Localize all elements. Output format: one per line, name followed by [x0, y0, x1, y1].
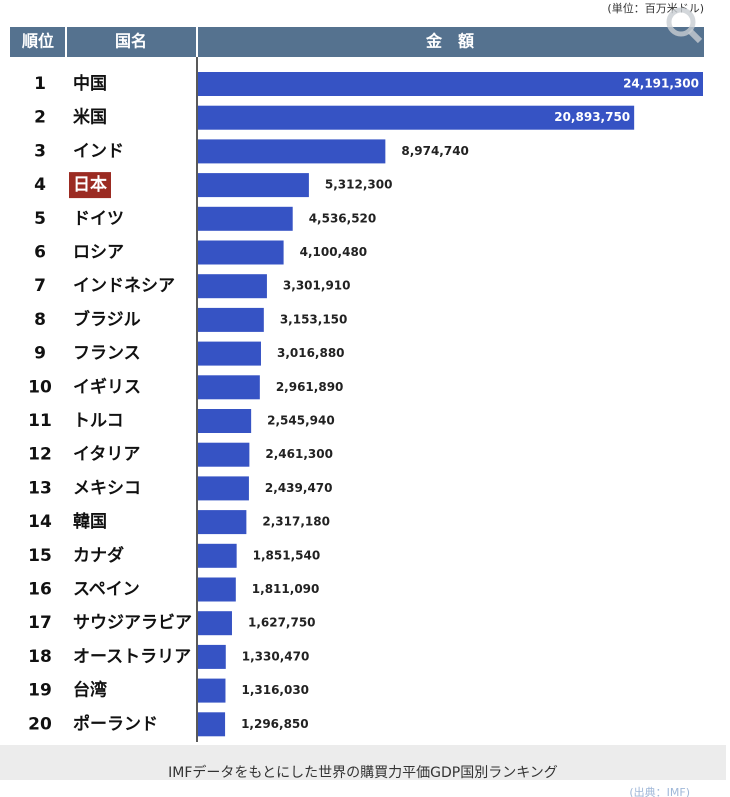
country-name: ポーランド: [73, 713, 158, 734]
country-name: ロシア: [73, 243, 124, 263]
rank: 18: [28, 647, 52, 667]
country-name: オーストラリア: [73, 647, 191, 667]
value-label: 5,312,300: [325, 178, 393, 192]
rank: 5: [34, 209, 46, 229]
bar: [198, 105, 635, 130]
value-label: 3,016,880: [277, 346, 345, 360]
bar: [198, 442, 250, 467]
country-name: スペイン: [73, 580, 140, 600]
value-label: 2,439,470: [265, 481, 333, 495]
country-name: メキシコ: [73, 478, 141, 498]
value-label: 4,100,480: [300, 245, 368, 259]
header-amount: 金 額: [425, 32, 474, 51]
country-name: 日本: [73, 174, 107, 195]
rank: 17: [28, 613, 52, 633]
country-name: ドイツ: [73, 209, 124, 229]
bar: [198, 611, 232, 636]
value-label: 3,153,150: [280, 312, 348, 326]
rank: 2: [34, 108, 46, 128]
header-rank: 順位: [21, 32, 54, 51]
search-icon[interactable]: [666, 7, 696, 37]
rank: 4: [34, 175, 46, 195]
country-name: 中国: [73, 73, 107, 94]
header-country: 国名: [115, 32, 147, 51]
value-label: 24,191,300: [623, 77, 699, 91]
rank: 19: [28, 681, 52, 701]
bar: [198, 577, 236, 602]
value-label: 1,330,470: [242, 649, 310, 663]
caption: IMFデータをもとにした世界の購買力平価GDP国別ランキング: [168, 764, 558, 781]
bar: [198, 375, 260, 400]
rank: 10: [28, 377, 52, 397]
value-label: 20,893,750: [554, 110, 630, 124]
value-label: 3,301,910: [283, 279, 351, 293]
value-label: 1,851,540: [253, 548, 321, 562]
bar: [198, 712, 226, 737]
bar: [198, 543, 237, 568]
country-name: サウジアラビア: [73, 613, 192, 633]
bar: [198, 206, 293, 231]
bar: [198, 510, 247, 535]
country-name: フランス: [73, 344, 141, 364]
country-name: インド: [73, 141, 124, 161]
source: (出典：IMF): [629, 785, 690, 797]
bar: [198, 274, 267, 299]
bar: [198, 678, 226, 703]
rank: 7: [34, 276, 46, 296]
rank: 6: [34, 243, 46, 263]
bar: [198, 173, 309, 198]
value-label: 1,811,090: [252, 582, 320, 596]
bar: [198, 409, 252, 433]
country-name: イタリア: [73, 445, 140, 465]
rank: 8: [34, 310, 46, 330]
caption-band: [0, 745, 726, 780]
value-label: 2,961,890: [276, 380, 344, 394]
rank: 14: [28, 512, 52, 532]
country-name: 台湾: [73, 680, 107, 701]
bar: [198, 240, 284, 265]
country-name: イギリス: [73, 377, 141, 397]
search-icon-handle: [687, 28, 703, 44]
rank: 12: [28, 445, 52, 465]
highlight-box: [69, 172, 111, 199]
rank: 13: [28, 478, 52, 498]
bar: [198, 139, 386, 164]
rank: 20: [28, 714, 52, 734]
rank: 3: [34, 141, 46, 161]
value-label: 4,536,520: [309, 211, 377, 225]
value-label: 8,974,740: [401, 144, 469, 158]
bar: [198, 476, 249, 501]
rank: 9: [34, 344, 46, 364]
country-name: トルコ: [73, 411, 124, 431]
rank: 16: [28, 580, 52, 600]
country-name: 米国: [73, 107, 107, 128]
country-name: ブラジル: [73, 309, 141, 330]
country-name: 韓国: [73, 511, 107, 532]
value-label: 1,627,750: [248, 616, 316, 630]
country-name: インドネシア: [73, 276, 175, 296]
rank: 11: [28, 411, 52, 431]
value-label: 2,461,300: [265, 447, 333, 461]
bar: [198, 644, 226, 669]
country-name: カナダ: [73, 545, 124, 566]
bar: [198, 341, 261, 366]
value-label: 2,317,180: [262, 515, 330, 529]
rank: 15: [28, 546, 52, 566]
header-bar: [10, 27, 704, 57]
value-label: 1,296,850: [241, 717, 309, 731]
bar: [198, 72, 703, 96]
value-label: 1,316,030: [241, 683, 309, 697]
rank: 1: [34, 74, 46, 94]
bar: [198, 307, 264, 332]
value-label: 2,545,940: [267, 414, 335, 428]
